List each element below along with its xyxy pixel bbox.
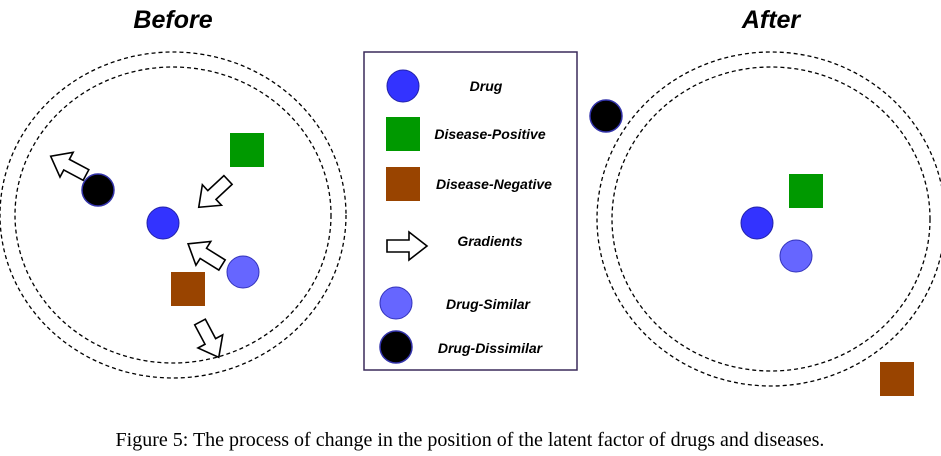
- gradient-arrow-similar: [179, 231, 231, 278]
- after-drug-similar: [779, 239, 813, 273]
- legend-disease-negative-icon: [386, 167, 420, 201]
- after-drug-dissimilar: [589, 99, 623, 133]
- legend-gradients-label: Gradients: [457, 233, 523, 249]
- before-disease-negative: [171, 272, 205, 306]
- figure-caption: Figure 5: The process of change in the p…: [116, 429, 825, 451]
- after-inner-ring: [611, 66, 931, 372]
- legend: Drug Disease-Positive Disease-Negative G…: [363, 51, 578, 371]
- after-panel: [589, 51, 941, 396]
- before-drug-dissimilar: [81, 173, 115, 207]
- gradient-arrow-negative: [186, 314, 232, 365]
- legend-drug-label: Drug: [470, 78, 503, 94]
- before-panel: [0, 51, 347, 379]
- before-drug: [146, 206, 180, 240]
- legend-drug-icon: [386, 69, 420, 103]
- legend-disease-positive-icon: [386, 117, 420, 151]
- after-disease-negative: [880, 362, 914, 396]
- legend-drug-similar-label: Drug-Similar: [446, 296, 532, 312]
- legend-drug-dissimilar-label: Drug-Dissimilar: [438, 340, 544, 356]
- legend-drug-similar-icon: [379, 286, 413, 320]
- before-title: Before: [133, 6, 212, 34]
- before-inner-ring: [14, 66, 332, 364]
- after-drug: [740, 206, 774, 240]
- after-disease-positive: [789, 174, 823, 208]
- before-drug-similar: [226, 255, 260, 289]
- legend-drug-dissimilar-icon: [379, 330, 413, 364]
- legend-disease-negative-label: Disease-Negative: [436, 176, 552, 192]
- legend-disease-positive-label: Disease-Positive: [434, 126, 545, 142]
- after-title: After: [741, 6, 802, 34]
- before-disease-positive: [230, 133, 264, 167]
- before-outer-ring: [0, 51, 347, 379]
- gradient-arrow-positive: [188, 168, 239, 219]
- after-outer-ring: [596, 51, 941, 387]
